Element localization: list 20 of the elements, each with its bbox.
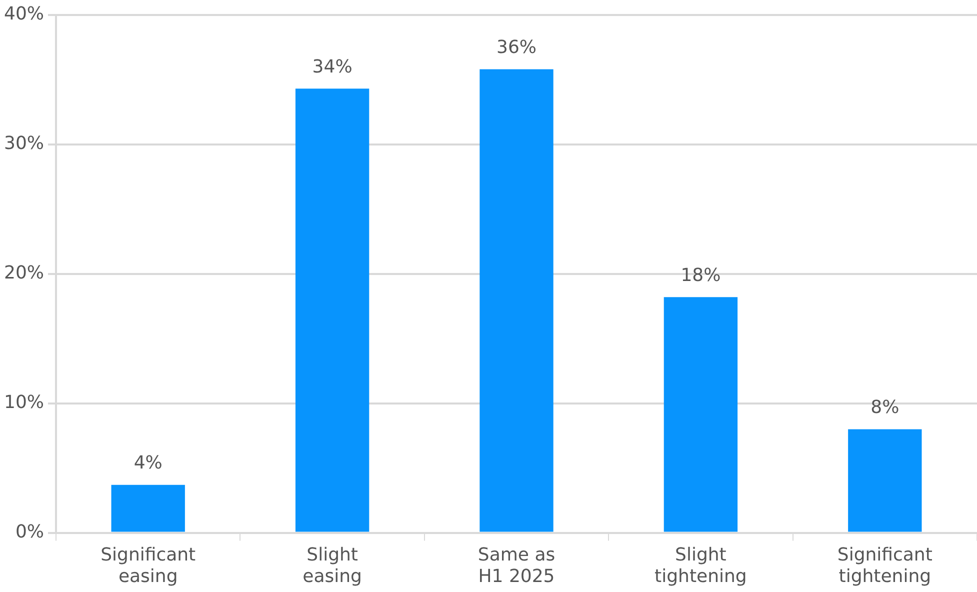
data-label: 36% bbox=[496, 36, 537, 58]
y-tick-label: 20% bbox=[4, 262, 44, 284]
x-tick-label: Significant easing bbox=[100, 544, 196, 587]
data-label: 4% bbox=[134, 452, 162, 474]
y-tick-label: 30% bbox=[4, 132, 44, 154]
bar bbox=[295, 88, 370, 532]
data-label: 8% bbox=[870, 396, 900, 418]
x-tick-label: Significant tightening bbox=[837, 544, 932, 587]
x-tick-label: Slight easing bbox=[302, 544, 362, 587]
x-tick-label: Same as H1 2025 bbox=[478, 544, 556, 587]
bar bbox=[111, 484, 185, 532]
y-tick-label: 10% bbox=[4, 392, 44, 413]
bar bbox=[848, 429, 922, 532]
data-label: 34% bbox=[312, 56, 352, 78]
y-tick-label: 40% bbox=[4, 3, 44, 24]
bar bbox=[664, 297, 738, 532]
bar bbox=[480, 69, 554, 532]
y-tick-label: 0% bbox=[15, 521, 44, 542]
data-label: 18% bbox=[680, 264, 721, 286]
x-tick-label: Slight tightening bbox=[654, 544, 747, 587]
